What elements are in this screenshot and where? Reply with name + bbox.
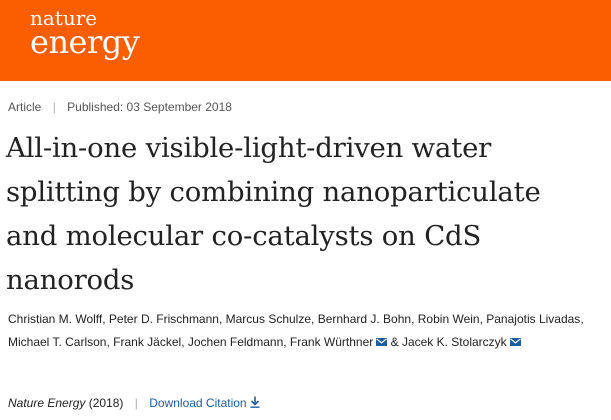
- article-type: Article: [8, 100, 42, 114]
- download-citation-link[interactable]: Download Citation: [149, 396, 260, 411]
- mail-icon[interactable]: [509, 338, 521, 346]
- citation-line: Nature Energy (2018) | Download Citation: [8, 396, 260, 411]
- author-link[interactable]: Christian M. Wolff: [8, 312, 103, 326]
- journal-logo[interactable]: nature energy: [30, 6, 140, 61]
- article-title: All-in-one visible-light-driven water sp…: [6, 132, 541, 296]
- download-citation-label: Download Citation: [149, 396, 247, 410]
- author-link[interactable]: Robin Wein: [417, 312, 480, 326]
- author-link[interactable]: Jacek K. Stolarczyk: [401, 335, 507, 349]
- author-link[interactable]: Michael T. Carlson: [8, 335, 107, 349]
- mail-icon[interactable]: [376, 338, 388, 346]
- article-meta: Article | Published: 03 September 2018: [8, 100, 232, 114]
- meta-separator: |: [52, 100, 56, 114]
- author-link[interactable]: Marcus Schulze: [225, 312, 312, 326]
- author-link[interactable]: Frank Jäckel: [113, 335, 182, 349]
- author-list: Christian M. Wolff, Peter D. Frischmann,…: [8, 312, 584, 349]
- footer-separator: |: [134, 396, 138, 410]
- journal-name: Nature Energy: [8, 396, 86, 410]
- author-link[interactable]: Panajotis Livadas: [486, 312, 581, 326]
- author-link[interactable]: Jochen Feldmann: [187, 335, 284, 349]
- download-icon: [250, 396, 260, 411]
- published-date: Published: 03 September 2018: [67, 100, 232, 114]
- author-link[interactable]: Peter D. Frischmann: [108, 312, 219, 326]
- logo-line-1: nature: [30, 6, 98, 30]
- publication-year: (2018): [88, 396, 124, 410]
- journal-banner: nature energy: [0, 0, 611, 81]
- logo-line-2: energy: [30, 23, 140, 61]
- author-link[interactable]: Bernhard J. Bohn: [317, 312, 412, 326]
- author-link[interactable]: Frank Würthner: [289, 335, 374, 349]
